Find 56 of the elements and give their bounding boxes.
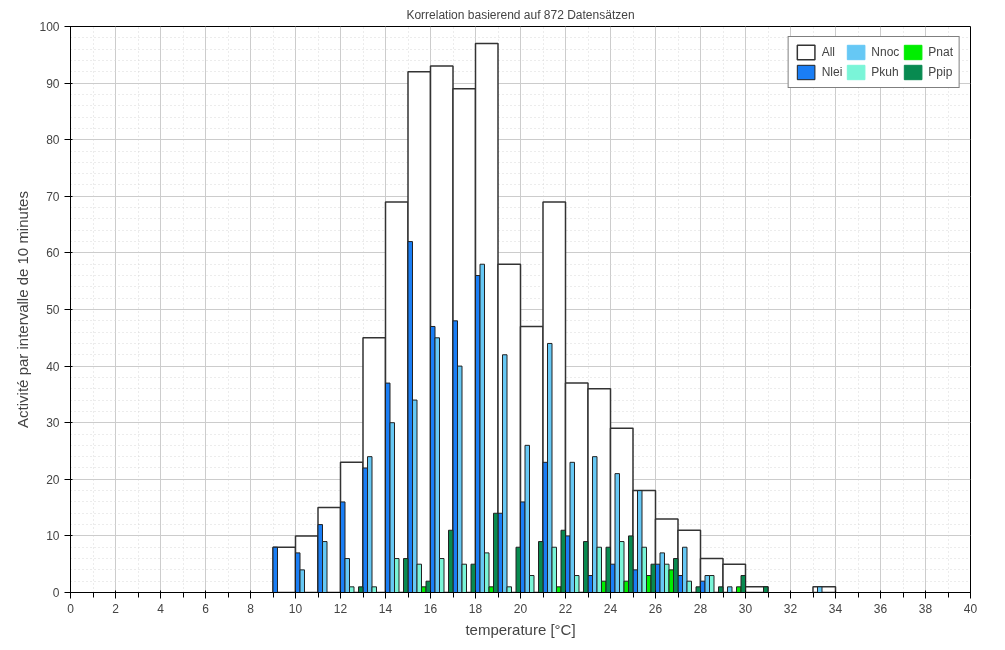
legend-label: Pnat bbox=[928, 45, 953, 59]
x-tick-label: 40 bbox=[963, 601, 978, 616]
x-tick-label: 20 bbox=[513, 601, 528, 616]
x-tick-label: 4 bbox=[157, 601, 165, 616]
legend-label: Nnoc bbox=[871, 45, 900, 59]
x-tick-label: 10 bbox=[288, 601, 303, 616]
x-tick-label: 16 bbox=[423, 601, 438, 616]
bar bbox=[560, 529, 566, 593]
bar bbox=[605, 546, 611, 593]
bar bbox=[637, 490, 643, 593]
y-tick-label: 50 bbox=[46, 303, 60, 317]
x-tick-label: 24 bbox=[603, 601, 618, 616]
bar bbox=[727, 586, 733, 593]
x-axis-title: temperature [°C] bbox=[465, 620, 576, 638]
bar bbox=[592, 456, 598, 593]
y-tick-label: 80 bbox=[46, 133, 60, 148]
bar bbox=[682, 546, 688, 593]
bar bbox=[583, 541, 589, 593]
x-tick-label: 38 bbox=[918, 601, 933, 616]
x-tick-label: 18 bbox=[468, 601, 483, 616]
y-axis-title: Activité par intervalle de 10 minutes bbox=[14, 191, 32, 428]
y-tick-label: 60 bbox=[46, 246, 60, 261]
bar bbox=[740, 575, 746, 593]
bar bbox=[763, 586, 769, 593]
y-tick-label: 100 bbox=[39, 20, 60, 34]
bar bbox=[817, 586, 823, 593]
y-tick-label: 0 bbox=[52, 586, 60, 600]
legend-label: Ppip bbox=[928, 65, 953, 79]
x-tick-label: 6 bbox=[202, 601, 210, 616]
y-tick-label: 40 bbox=[46, 359, 60, 374]
x-tick-label: 30 bbox=[738, 601, 753, 616]
x-tick-label: 14 bbox=[378, 601, 393, 616]
x-tick-label: 26 bbox=[648, 601, 663, 616]
x-tick-label: 36 bbox=[873, 601, 888, 616]
x-tick-label: 12 bbox=[333, 601, 348, 616]
bar bbox=[650, 563, 656, 593]
y-tick-label: 90 bbox=[46, 76, 60, 91]
x-tick-label: 22 bbox=[558, 601, 573, 616]
legend-label: Pkuh bbox=[871, 65, 899, 79]
bar bbox=[272, 546, 278, 593]
y-tick-label: 70 bbox=[46, 189, 60, 204]
bar bbox=[502, 354, 508, 593]
chart-title: Korrelation basierend auf 872 Datensätzen bbox=[406, 7, 635, 22]
bar bbox=[340, 501, 346, 593]
x-tick-label: 0 bbox=[67, 601, 75, 616]
legend-label: All bbox=[821, 45, 836, 59]
x-tick-label: 2 bbox=[112, 601, 120, 616]
y-tick-label: 10 bbox=[46, 529, 60, 544]
bar bbox=[718, 586, 724, 593]
x-tick-label: 8 bbox=[247, 601, 255, 616]
x-tick-label: 32 bbox=[783, 601, 798, 616]
y-tick-label: 30 bbox=[46, 416, 60, 431]
x-tick-label: 34 bbox=[828, 601, 843, 616]
x-tick-label: 28 bbox=[693, 601, 708, 616]
legend-label: Nlei bbox=[821, 65, 843, 79]
y-tick-label: 20 bbox=[46, 472, 60, 487]
